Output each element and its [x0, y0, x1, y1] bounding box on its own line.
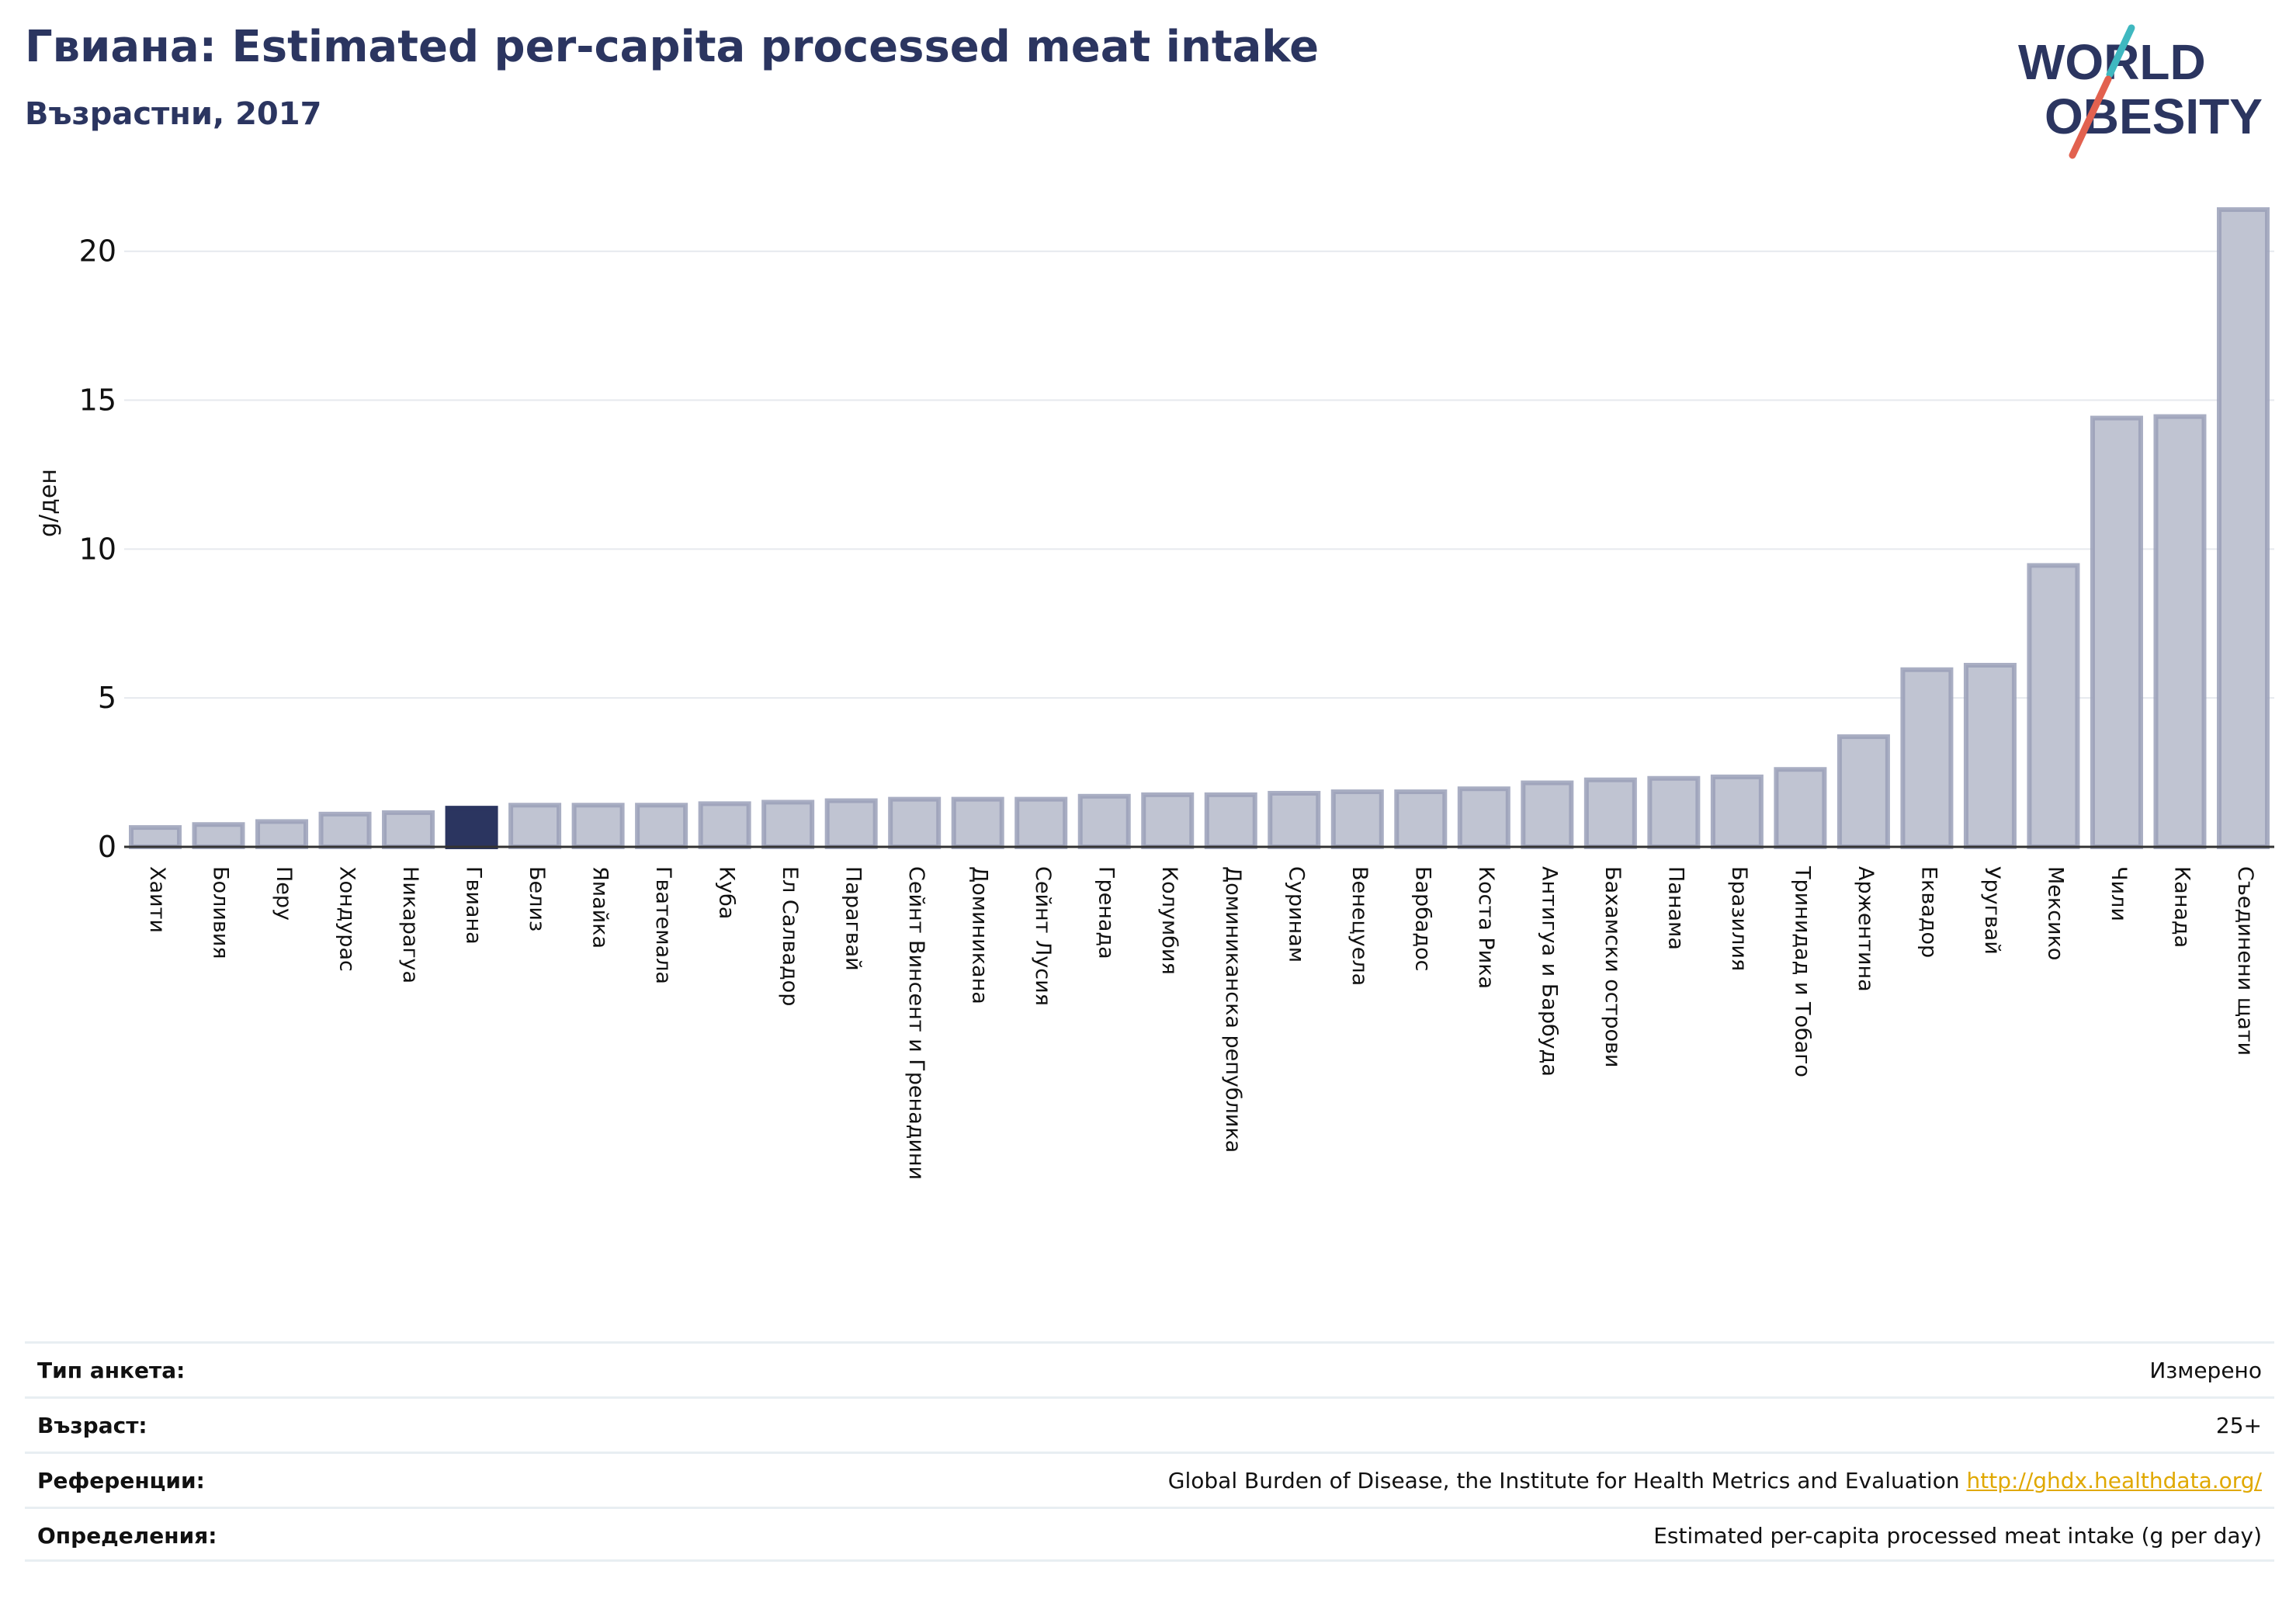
age-value: 25+	[2215, 1413, 2262, 1438]
bar-23	[1583, 777, 1637, 850]
x-tick-labels: Хаити Боливия Перу Хондурас Никарагуа Гвиана Б…	[145, 865, 2257, 1180]
bar-5	[445, 806, 498, 850]
references-label: Референции:	[37, 1468, 205, 1493]
bar-31	[2090, 415, 2143, 849]
x-tick-label: Доминиканска република	[1221, 866, 1245, 1153]
info-row-survey-type: Тип анкета: Измерено	[25, 1341, 2274, 1396]
bar-14	[1014, 796, 1068, 849]
y-tick-label: 5	[98, 681, 116, 715]
info-row-references: Референции: Global Burden of Disease, th…	[25, 1452, 2274, 1507]
bar-30	[2027, 563, 2080, 849]
bar-10	[761, 800, 815, 850]
bar-25	[1710, 774, 1764, 850]
x-tick-label: Гренада	[1094, 866, 1119, 959]
chart-subtitle: Възрастни, 2017	[25, 96, 322, 132]
x-tick-label: Уругвай	[1980, 866, 2004, 955]
y-tick-labels: 0 5 10 15 20	[79, 234, 116, 864]
bar-28	[1900, 667, 1954, 850]
definitions-value: Estimated per-capita processed meat inta…	[1653, 1523, 2262, 1549]
x-tick-label: Никарагуа	[398, 866, 422, 983]
x-tick-label: Доминикана	[968, 866, 992, 1004]
x-tick-label: Сейнт Винсент и Гренадини	[904, 866, 928, 1180]
x-tick-label: Еквадор	[1916, 866, 1941, 958]
bar-29	[1963, 662, 2017, 849]
y-tick-label: 10	[79, 532, 116, 566]
x-tick-label: Мексико	[2043, 866, 2067, 960]
x-tick-label: Бахамски острови	[1601, 866, 1625, 1067]
y-tick-label: 15	[79, 383, 116, 418]
bar-33	[2217, 207, 2270, 849]
bar-13	[951, 796, 1004, 849]
y-tick-label: 20	[79, 234, 116, 269]
survey-type-value: Измерено	[2149, 1358, 2262, 1383]
chart-title: Гвиана: Estimated per-capita processed m…	[25, 22, 1320, 72]
x-tick-label: Гвиана	[462, 866, 486, 945]
bar-32	[2153, 414, 2207, 849]
bar-8	[635, 803, 688, 849]
bar-17	[1204, 792, 1257, 850]
x-tick-label: Куба	[715, 866, 739, 919]
bar-16	[1141, 792, 1195, 850]
bar-20	[1394, 789, 1448, 850]
bars	[129, 207, 2270, 850]
bar-22	[1521, 780, 1574, 850]
bar-7	[571, 803, 625, 849]
x-tick-label: Парагвай	[841, 866, 865, 971]
references-link[interactable]: http://ghdx.healthdata.org/	[1966, 1468, 2262, 1493]
x-tick-label: Ел Салвадор	[778, 866, 802, 1006]
grid-lines	[124, 250, 2274, 699]
x-tick-label: Тринидад и Тобаго	[1790, 865, 1814, 1077]
x-tick-label: Венецуела	[1347, 866, 1372, 986]
bar-1	[192, 822, 245, 850]
x-tick-label: Суринам	[1284, 866, 1308, 963]
x-tick-label: Панама	[1663, 866, 1687, 950]
bar-chart: 0 5 10 15 20 Хаити Боливия Перу Хондурас Никараг…	[35, 207, 2274, 1180]
x-tick-label: Хондурас	[335, 866, 359, 972]
bar-18	[1268, 790, 1321, 849]
x-tick-label: Бразилия	[1727, 866, 1751, 971]
bar-19	[1330, 789, 1384, 850]
x-tick-label: Ямайка	[588, 866, 612, 949]
logo-slash-red	[2069, 75, 2112, 159]
x-tick-label: Гватемала	[651, 866, 675, 984]
x-tick-label: Антигуа и Барбуда	[1537, 866, 1561, 1077]
bar-6	[508, 803, 562, 849]
references-text: Global Burden of Disease, the Institute …	[1167, 1468, 1960, 1493]
world-obesity-logo: WORLD OBESITY	[2018, 24, 2263, 159]
info-table: Тип анкета: Измерено Възраст: 25+ Рефере…	[25, 1341, 2274, 1562]
x-tick-label: Хаити	[145, 866, 169, 933]
bar-12	[888, 796, 942, 849]
bar-21	[1457, 786, 1510, 850]
bar-0	[129, 825, 182, 849]
logo-slash-teal	[2106, 24, 2135, 78]
y-axis-label: g/ден	[35, 469, 62, 537]
info-row-definitions: Определения: Estimated per-capita proces…	[25, 1507, 2274, 1562]
x-tick-label: Сейнт Лусия	[1031, 866, 1055, 1006]
x-tick-label: Перу	[272, 866, 296, 921]
bar-24	[1647, 775, 1701, 849]
x-tick-label: Съединени щати	[2233, 866, 2257, 1056]
x-tick-label: Канада	[2169, 866, 2194, 948]
bar-2	[255, 819, 309, 849]
bar-15	[1077, 793, 1131, 850]
references-value: Global Burden of Disease, the Institute …	[1168, 1468, 2262, 1493]
x-tick-label: Барбадос	[1410, 866, 1434, 971]
x-tick-label: Колумбия	[1157, 866, 1181, 975]
info-row-age: Възраст: 25+	[25, 1396, 2274, 1452]
x-tick-label: Чили	[2107, 866, 2131, 921]
x-tick-label: Боливия	[209, 866, 233, 959]
bar-27	[1836, 734, 1890, 850]
bar-9	[698, 801, 751, 849]
bar-11	[824, 798, 878, 850]
definitions-label: Определения:	[37, 1523, 217, 1549]
bar-4	[382, 810, 435, 850]
y-tick-label: 0	[98, 830, 116, 864]
bar-3	[318, 811, 372, 850]
x-tick-label: Аржентина	[1854, 866, 1878, 992]
survey-type-label: Тип анкета:	[37, 1358, 186, 1383]
bar-26	[1774, 767, 1827, 849]
x-tick-label: Белиз	[525, 866, 549, 931]
age-label: Възраст:	[37, 1413, 147, 1438]
x-tick-label: Коста Рика	[1474, 866, 1498, 989]
